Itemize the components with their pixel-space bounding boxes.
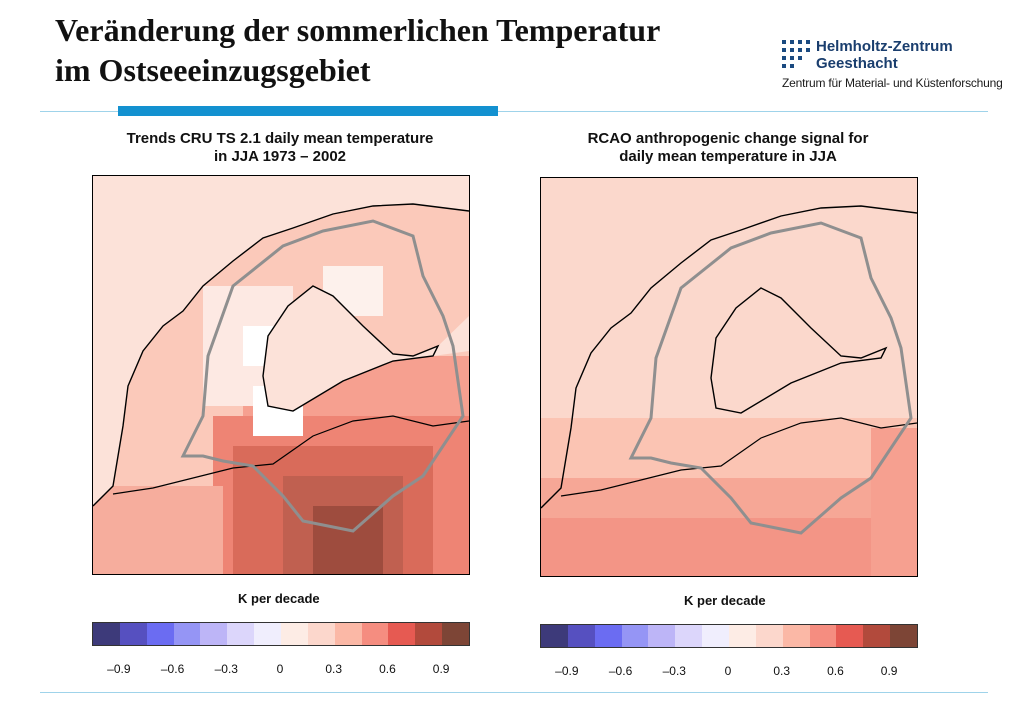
- right-colorbar-swatch: [836, 625, 864, 647]
- logo-dots-icon: [782, 40, 812, 68]
- right-colorbar-tick-label: 0: [724, 664, 732, 678]
- left-colorbar-tick-label: –0.3: [214, 662, 238, 676]
- slide-title-line1: Veränderung der sommerlichen Temperatur: [55, 12, 661, 48]
- helmholtz-logo: Helmholtz-Zentrum Geesthacht Zentrum für…: [782, 38, 1003, 98]
- left-panel-title: Trends CRU TS 2.1 daily mean temperature…: [126, 130, 434, 165]
- left-colorbar-swatch: [442, 623, 470, 645]
- right-temperature-map: [540, 177, 918, 577]
- left-colorbar-swatch: [334, 623, 362, 645]
- right-colorbar-swatch: [541, 625, 568, 647]
- right-colorbar: [540, 624, 918, 648]
- logo-name: Helmholtz-Zentrum Geesthacht: [816, 38, 953, 72]
- slide-title: Veränderung der sommerlichen Temperatur …: [55, 10, 755, 90]
- right-colorbar-swatch: [567, 625, 595, 647]
- right-colorbar-swatch: [890, 625, 918, 647]
- left-colorbar-swatch: [254, 623, 282, 645]
- right-colorbar-tick-label: 0.9: [880, 664, 898, 678]
- left-colorbar-swatch: [173, 623, 201, 645]
- header-rule: [40, 111, 988, 112]
- left-colorbar-swatch: [200, 623, 228, 645]
- left-colorbar-swatch: [415, 623, 443, 645]
- logo-subtitle: Zentrum für Material- und Küstenforschun…: [782, 76, 1003, 90]
- right-colorbar-swatch: [863, 625, 891, 647]
- left-colorbar-swatch: [281, 623, 308, 645]
- slide-title-line2: im Ostseeeinzugsgebiet: [55, 52, 371, 88]
- left-temperature-map: [92, 175, 470, 575]
- right-colorbar-swatch: [648, 625, 676, 647]
- left-colorbar-swatch: [93, 623, 120, 645]
- right-colorbar-swatch: [755, 625, 783, 647]
- right-units-label: K per decade: [684, 593, 766, 608]
- left-colorbar-swatch: [307, 623, 335, 645]
- left-colorbar-swatch: [361, 623, 389, 645]
- footer-rule: [40, 692, 988, 693]
- header-accent-bar: [118, 106, 498, 116]
- right-colorbar-tick-label: 0.3: [773, 664, 791, 678]
- left-colorbar-tick-label: 0.3: [325, 662, 343, 676]
- left-colorbar-tick-label: –0.9: [107, 662, 131, 676]
- right-colorbar-swatch: [729, 625, 756, 647]
- right-colorbar-tick-label: 0.6: [827, 664, 844, 678]
- left-units-label: K per decade: [238, 591, 320, 606]
- right-colorbar-swatch: [675, 625, 703, 647]
- left-colorbar-swatch: [119, 623, 147, 645]
- left-colorbar-swatch: [146, 623, 174, 645]
- right-colorbar-swatch: [782, 625, 810, 647]
- right-colorbar-swatch: [594, 625, 622, 647]
- right-colorbar-tick-label: –0.6: [608, 664, 633, 678]
- left-colorbar-swatch: [388, 623, 416, 645]
- right-colorbar-tick-label: –0.9: [555, 664, 579, 678]
- right-colorbar-ticks: –0.9 –0.6 –0.3 0 0.3 0.6 0.9: [540, 664, 916, 680]
- left-colorbar-ticks: –0.9 –0.6 –0.3 0 0.3 0.6 0.9: [92, 662, 468, 678]
- left-colorbar-tick-label: 0.9: [432, 662, 450, 676]
- left-colorbar: [92, 622, 470, 646]
- right-colorbar-swatch: [809, 625, 837, 647]
- left-colorbar-swatch: [227, 623, 255, 645]
- right-colorbar-tick-label: –0.3: [662, 664, 686, 678]
- right-colorbar-swatch: [702, 625, 730, 647]
- right-panel-title: RCAO anthropogenic change signal for dai…: [587, 130, 869, 165]
- left-colorbar-tick-label: –0.6: [160, 662, 185, 676]
- right-colorbar-swatch: [621, 625, 649, 647]
- left-colorbar-tick-label: 0.6: [379, 662, 396, 676]
- left-colorbar-tick-label: 0: [276, 662, 284, 676]
